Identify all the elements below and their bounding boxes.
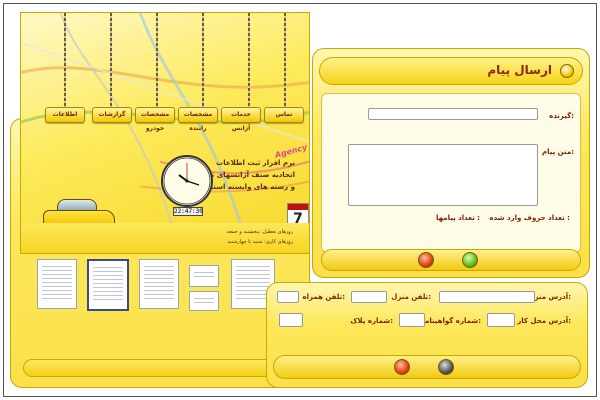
screenshot-frame <box>3 3 597 397</box>
headline-line: و رسته های وابسته استان قم <box>192 183 295 191</box>
form-label: آدرس محل کار: <box>517 317 571 325</box>
work-address-input[interactable] <box>487 313 515 327</box>
document-thumbnail[interactable] <box>37 259 77 309</box>
nav-driver-details[interactable]: مشخصات راننده <box>178 107 218 132</box>
message-form: گیرنده: متن پیام: تعداد حروف وارد شده : … <box>321 93 581 253</box>
document-thumbnail[interactable] <box>139 259 179 309</box>
calendar-day: 7 <box>293 211 303 227</box>
nav-reports[interactable]: گزارشات <box>92 107 132 123</box>
plate-number-input[interactable] <box>279 313 303 327</box>
chain-decoration <box>202 13 204 107</box>
analog-clock <box>161 155 213 207</box>
cancel-button[interactable] <box>394 359 410 375</box>
chain-decoration <box>64 13 66 107</box>
message-textarea[interactable] <box>348 144 538 206</box>
message-count-label: تعداد پیامها : <box>436 214 480 222</box>
nav-contact[interactable]: تماس <box>264 107 304 123</box>
driver-details-form: آدرس منزل: تلفن منزل: تلفن همراه: آدرس م… <box>273 287 581 349</box>
chain-decoration <box>248 13 250 107</box>
form-footer-bar <box>273 355 581 379</box>
home-address-input[interactable] <box>439 291 535 303</box>
nav-agency-services[interactable]: خدمات آژانس <box>221 107 261 132</box>
message-footer-bar <box>321 249 581 271</box>
digital-clock: 22:47:30 <box>173 207 203 216</box>
send-button[interactable] <box>462 252 478 268</box>
main-footer: روزهای تعطیل: پنجشنبه و جمعه روزهای کاری… <box>21 223 309 253</box>
headline-line: نرم افزار ثبت اطلاعات <box>216 159 295 167</box>
save-button[interactable] <box>438 359 454 375</box>
window-title: ارسال پیام <box>487 63 552 77</box>
document-thumbnail[interactable] <box>87 259 129 311</box>
message-text-label: متن پیام: <box>542 148 574 156</box>
footer-line: روزهای کاری: شنبه تا چهارشنبه <box>227 239 293 245</box>
send-message-window: ارسال پیام گیرنده: متن پیام: تعداد حروف … <box>312 48 590 278</box>
close-icon[interactable] <box>560 64 574 78</box>
chain-decoration <box>156 13 158 107</box>
form-label: شماره گواهینامه: <box>420 317 481 325</box>
cancel-button[interactable] <box>418 252 434 268</box>
form-label: شماره پلاک: <box>350 317 393 325</box>
chain-decoration <box>284 13 286 107</box>
home-phone-input[interactable] <box>351 291 387 303</box>
form-label: تلفن همراه: <box>302 293 345 301</box>
nav-vehicle-details[interactable]: مشخصات خودرو <box>135 107 175 132</box>
driver-details-window: آدرس منزل: تلفن منزل: تلفن همراه: آدرس م… <box>266 282 588 388</box>
nav-information[interactable]: اطلاعات <box>45 107 85 123</box>
receiver-label: گیرنده: <box>549 112 574 120</box>
headline-line: اتحادیه صنف آژانسهای تاکسی <box>190 171 295 179</box>
chain-decoration <box>110 13 112 107</box>
main-window: تماس خدمات آژانس مشخصات راننده مشخصات خو… <box>20 12 310 254</box>
license-number-input[interactable] <box>399 313 425 327</box>
message-title-bar: ارسال پیام <box>319 57 583 85</box>
char-count-label: تعداد حروف وارد شده : <box>489 214 571 222</box>
footer-line: روزهای تعطیل: پنجشنبه و جمعه <box>226 229 293 235</box>
document-thumbnail[interactable] <box>189 265 219 287</box>
document-thumbnail[interactable] <box>189 291 219 311</box>
form-label: آدرس منزل: <box>528 293 571 301</box>
clock-face-icon <box>163 157 211 205</box>
mobile-phone-input[interactable] <box>277 291 299 303</box>
form-label: تلفن منزل: <box>391 293 431 301</box>
documents-footer-bar <box>23 359 297 377</box>
calendar-header <box>288 204 308 210</box>
receiver-input[interactable] <box>368 108 538 120</box>
